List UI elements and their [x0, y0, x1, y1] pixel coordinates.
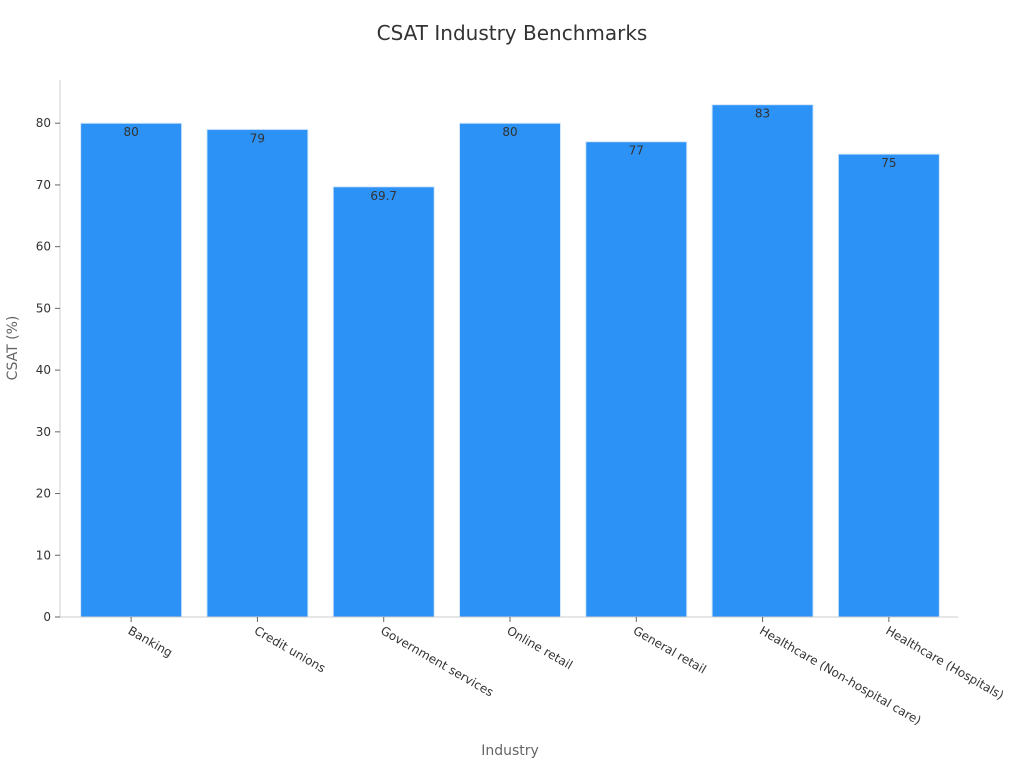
- y-tick-label: 30: [36, 425, 51, 439]
- x-tick-label: Healthcare (Hospitals): [883, 623, 1006, 702]
- y-tick-label: 50: [36, 301, 51, 315]
- y-tick-label: 0: [43, 610, 51, 624]
- chart-title: CSAT Industry Benchmarks: [377, 21, 648, 45]
- bar: [80, 122, 183, 618]
- x-tick-label: Credit unions: [252, 623, 328, 675]
- y-axis-title: CSAT (%): [5, 316, 21, 381]
- bar: [332, 186, 435, 618]
- bar-data-label: 83: [755, 107, 770, 121]
- y-tick-label: 70: [36, 178, 51, 192]
- x-tick-label: Government services: [378, 623, 496, 699]
- y-axis: 0 10 20 30 40 50 60 70 80: [36, 80, 61, 624]
- x-tick-label: Online retail: [505, 623, 575, 672]
- bar-data-label: 80: [502, 125, 517, 139]
- bar-data-label: 75: [881, 156, 896, 170]
- bar-data-label: 77: [629, 144, 644, 158]
- x-tick-label: General retail: [631, 623, 709, 676]
- y-tick-label: 10: [36, 548, 51, 562]
- bar: [206, 128, 309, 618]
- bar: [711, 104, 814, 618]
- x-axis-title: Industry: [481, 743, 539, 759]
- y-tick-label: 20: [36, 487, 51, 501]
- bar: [458, 122, 562, 618]
- bars-group: 80 79 69.7 80 77 83 75: [80, 104, 940, 618]
- x-tick-label: Banking: [126, 623, 175, 659]
- y-tick-label: 60: [36, 240, 51, 254]
- y-tick-label: 80: [36, 116, 51, 130]
- x-axis: Banking Credit unions Government services O…: [60, 616, 1006, 728]
- bar: [585, 141, 688, 618]
- y-tick-label: 40: [36, 363, 51, 377]
- bar-data-label: 69.7: [370, 189, 397, 203]
- bar-data-label: 80: [124, 125, 139, 139]
- bar: [837, 153, 940, 618]
- bar-data-label: 79: [250, 131, 265, 145]
